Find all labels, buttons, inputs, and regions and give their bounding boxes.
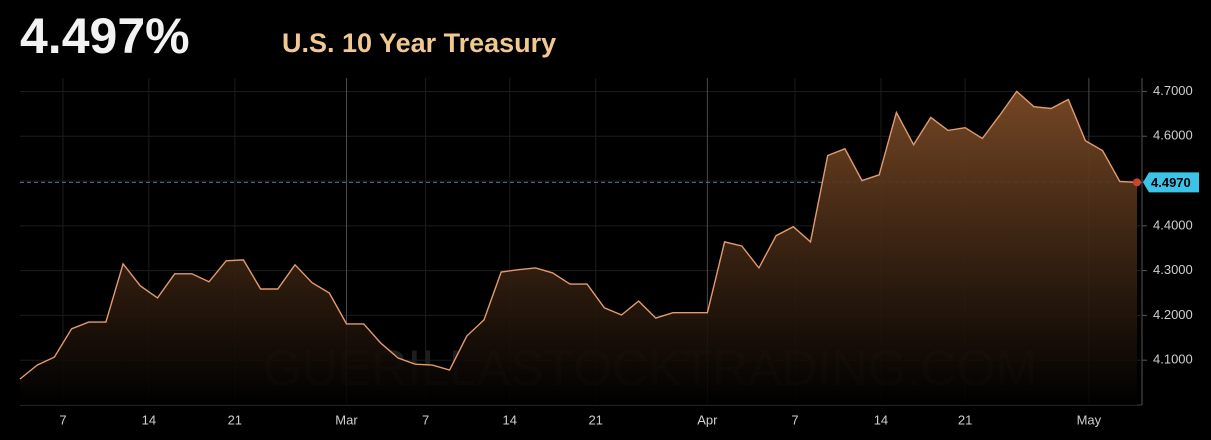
x-tick-label: 14 bbox=[503, 412, 517, 427]
area-fill bbox=[20, 91, 1137, 406]
current-value-badge bbox=[1143, 172, 1199, 193]
chart-title: U.S. 10 Year Treasury bbox=[282, 28, 556, 58]
y-tick-label: 4.3000 bbox=[1153, 262, 1193, 277]
x-tick-label: 7 bbox=[422, 412, 429, 427]
y-tick-label: 4.6000 bbox=[1153, 128, 1193, 143]
x-tick-label: 14 bbox=[142, 412, 156, 427]
headline-value: 4.497% bbox=[20, 8, 190, 64]
x-tick-label: 7 bbox=[791, 412, 798, 427]
x-tick-label: May bbox=[1077, 412, 1102, 427]
x-tick-label: 7 bbox=[59, 412, 66, 427]
x-tick-label: 14 bbox=[874, 412, 888, 427]
y-tick-label: 4.4000 bbox=[1153, 217, 1193, 232]
y-tick-label: 4.2000 bbox=[1153, 307, 1193, 322]
last-point bbox=[1133, 178, 1141, 187]
x-tick-label: 21 bbox=[958, 412, 972, 427]
price-line bbox=[19, 90, 1138, 380]
x-tick-label: 21 bbox=[588, 412, 602, 427]
y-tick-label: 4.7000 bbox=[1153, 83, 1193, 98]
x-tick-label: Mar bbox=[335, 412, 358, 427]
x-tick-label: Apr bbox=[697, 412, 718, 427]
x-tick-label: 21 bbox=[228, 412, 242, 427]
y-tick-label: 4.1000 bbox=[1153, 352, 1193, 367]
current-value-label: 4.4970 bbox=[1151, 175, 1191, 190]
